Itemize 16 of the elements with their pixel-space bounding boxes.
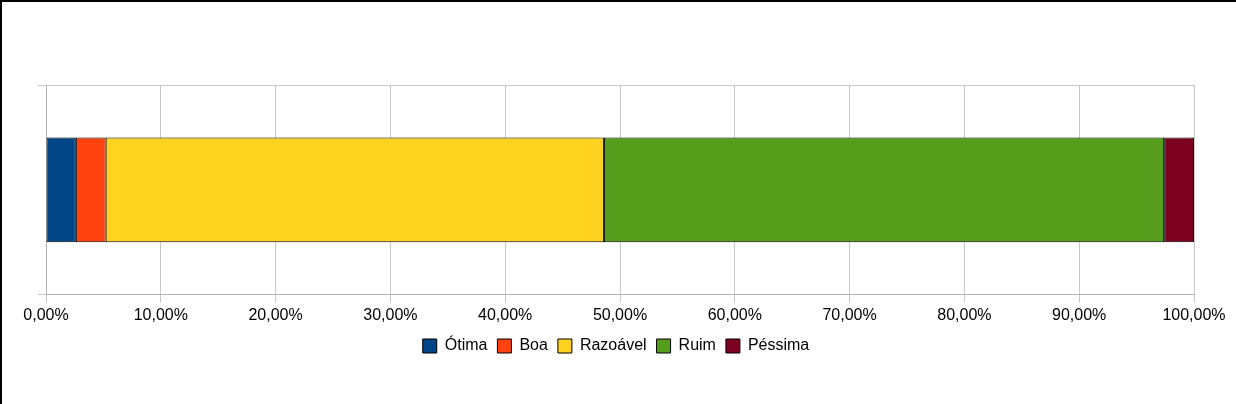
x-tick-label: 100,00% (1162, 305, 1226, 323)
x-tick-label: 70,00% (822, 305, 877, 323)
legend-label: Ruim (678, 336, 716, 354)
legend-label: Razoável (579, 336, 647, 354)
legend-label: Ótima (444, 335, 488, 354)
x-tick-label: 40,00% (478, 305, 533, 323)
x-tick-label: 10,00% (133, 305, 188, 323)
x-tick-label: 80,00% (937, 305, 992, 323)
x-tick-label: 20,00% (248, 305, 303, 323)
x-tick-label: 30,00% (363, 305, 418, 323)
x-tick-label: 50,00% (592, 305, 648, 323)
x-tick-label: 90,00% (1052, 305, 1107, 323)
x-tick-label: 60,00% (707, 305, 762, 323)
x-tick-label: 0,00% (23, 305, 69, 323)
legend-label: Péssima (747, 336, 810, 354)
legend-label: Boa (519, 336, 548, 354)
